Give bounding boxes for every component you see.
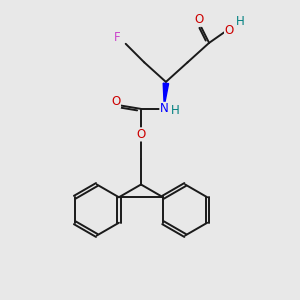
- Text: O: O: [194, 13, 203, 26]
- Text: N: N: [160, 102, 169, 116]
- Text: H: H: [170, 104, 179, 117]
- Text: O: O: [111, 95, 120, 108]
- Text: O: O: [225, 24, 234, 37]
- Polygon shape: [163, 83, 169, 104]
- Text: F: F: [114, 31, 121, 44]
- Text: O: O: [136, 128, 146, 141]
- Text: H: H: [236, 15, 245, 28]
